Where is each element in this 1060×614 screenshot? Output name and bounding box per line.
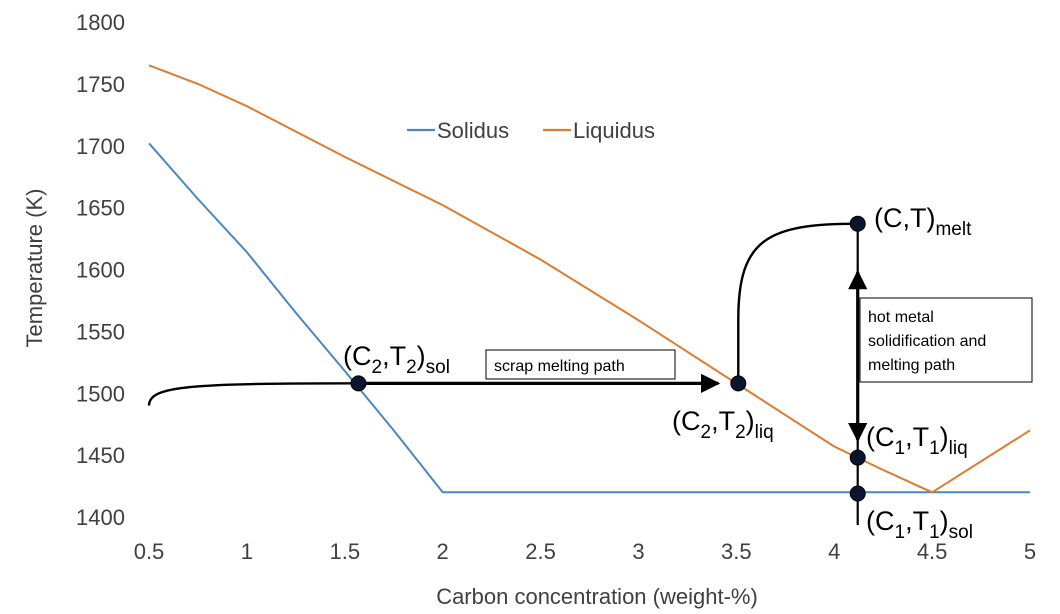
x-axis-title: Carbon concentration (weight-%) xyxy=(436,584,758,609)
label-c1t1-liq: (C1,T1)liq xyxy=(866,422,968,459)
hot-metal-line-2: solidification and xyxy=(868,333,986,350)
y-tick-label: 1550 xyxy=(76,319,125,344)
points-layer xyxy=(350,215,866,502)
point-c2t2-sol xyxy=(350,375,367,392)
x-tick-label: 4 xyxy=(828,539,840,564)
legend-label-solidus: Solidus xyxy=(437,118,509,143)
point-c1t1-liq xyxy=(849,449,866,466)
x-tick-label: 2.5 xyxy=(525,539,556,564)
y-tick-label: 1800 xyxy=(76,10,125,35)
x-tick-label: 2 xyxy=(437,539,449,564)
x-tick-label: 1 xyxy=(241,539,253,564)
series-layer xyxy=(148,64,1031,494)
y-tick-label: 1750 xyxy=(76,72,125,97)
hot-metal-line-1: hot metal xyxy=(868,309,934,326)
label-ct-melt: (C,T)melt xyxy=(874,203,972,240)
label-c1t1-sol: (C1,T1)sol xyxy=(866,506,973,543)
x-tick-label: 5 xyxy=(1024,539,1036,564)
y-tick-label: 1600 xyxy=(76,258,125,283)
y-tick-label: 1650 xyxy=(76,196,125,221)
point-c1t1-sol xyxy=(849,485,866,502)
x-tick-label: 3 xyxy=(632,539,644,564)
legend: Solidus Liquidus xyxy=(407,118,655,143)
y-tick-label: 1400 xyxy=(76,505,125,530)
scrap-melting-path-label: scrap melting path xyxy=(494,358,625,375)
y-tick-label: 1500 xyxy=(76,381,125,406)
y-tick-label: 1450 xyxy=(76,443,125,468)
x-tick-label: 1.5 xyxy=(329,539,360,564)
series-line-liquidus xyxy=(148,64,1031,494)
hot-metal-path-box: hot metal solidification and melting pat… xyxy=(859,297,1033,383)
melt-path-curve xyxy=(737,222,858,384)
point-c2t2-liq xyxy=(730,375,747,392)
x-tick-label: 3.5 xyxy=(721,539,752,564)
annotation-lines xyxy=(147,222,868,525)
y-axis-title: Temperature (K) xyxy=(22,189,47,348)
series-line-solidus xyxy=(148,142,1030,494)
scrap-melting-path-box: scrap melting path xyxy=(485,349,676,380)
y-tick-label: 1700 xyxy=(76,134,125,159)
hot-metal-line-3: melting path xyxy=(868,357,955,374)
label-c2t2-liq: (C2,T2)liq xyxy=(672,406,774,443)
x-tick-label: 4.5 xyxy=(917,539,948,564)
x-tick-label: 0.5 xyxy=(134,539,165,564)
axes: 0.5 1 1.5 2 2.5 3 3.5 4 4.5 5 1400 1450 1500 1550 1600… xyxy=(76,10,1036,564)
point-ct-melt xyxy=(849,215,866,232)
legend-label-liquidus: Liquidus xyxy=(573,118,655,143)
scrap-path-curve xyxy=(147,382,359,406)
label-c2t2-sol: (C2,T2)sol xyxy=(343,341,450,378)
